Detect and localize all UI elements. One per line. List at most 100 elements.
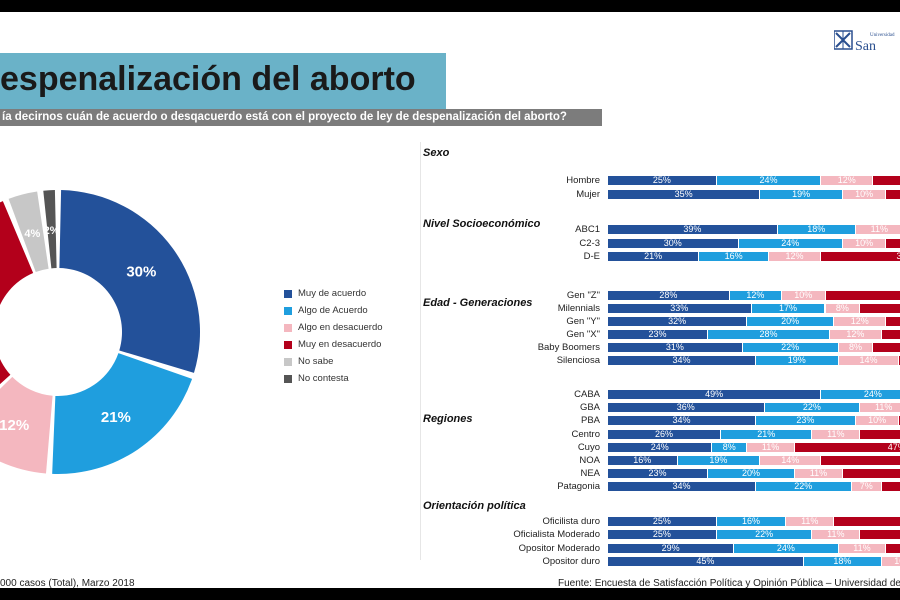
bar-segment: 22% [764, 403, 860, 412]
slide: espenalización del aborto ía decirnos cu… [0, 12, 900, 588]
bar-segment: 28% [608, 291, 729, 300]
row-label: CABA [574, 389, 600, 400]
donut-legend: Muy de acuerdo Algo de Acuerdo Algo en des… [284, 285, 383, 387]
bar-segment: 39% [821, 252, 900, 261]
row-label: Opositor Moderado [518, 543, 600, 554]
legend-label: Muy de acuerdo [298, 288, 367, 299]
bar-segment: 21% [721, 430, 812, 439]
page-title: espenalización del aborto [0, 60, 416, 98]
row-label: Baby Boomers [537, 342, 600, 353]
row-label: Oficialista Moderado [513, 529, 600, 540]
legend-label: Algo en desacuerdo [298, 322, 383, 333]
legend-swatch [284, 289, 292, 298]
bar-segment: 12% [768, 252, 821, 261]
bar-segment: 34% [608, 482, 755, 491]
bar-segment: 25% [608, 530, 716, 539]
bar-segment: 11% [812, 430, 860, 439]
logo-line2: San [855, 39, 876, 54]
bar-segment: 19% [760, 190, 842, 199]
bar-segment: 34% [608, 356, 755, 365]
bar-segment: 39% [860, 430, 900, 439]
bar-segment: 20% [708, 469, 795, 478]
legend-label: Algo de Acuerdo [298, 305, 368, 316]
bar-segment: 12% [834, 317, 886, 326]
row-label: ABC1 [575, 224, 600, 235]
bar-segment: 10% [842, 190, 886, 199]
bar-segment: 11% [795, 469, 842, 478]
section-title: Edad - Generaciones [423, 297, 533, 309]
bar-segment: 11% [838, 544, 886, 553]
donut-slice-label: 4% [24, 228, 40, 240]
bar-segment: 19% [755, 356, 838, 365]
bar-segment: 18% [803, 557, 882, 566]
row-label: Hombre [566, 175, 600, 186]
bar-segment: 10% [842, 239, 886, 248]
bar-segment: 23% [608, 469, 708, 478]
bar-segment: 12% [829, 330, 882, 339]
bar-segment: 36% [608, 403, 764, 412]
bar-segment: 8% [712, 443, 747, 452]
donut-slice [52, 353, 193, 474]
bar-segment: 12% [729, 291, 781, 300]
bar-segment: 22% [755, 482, 851, 491]
logo-emblem-icon [834, 30, 853, 50]
bar-segment: 16% [699, 252, 768, 261]
section-title: Nivel Socioeconómico [423, 218, 541, 230]
legend-item: No contesta [284, 370, 383, 387]
divider-line [420, 142, 421, 560]
bar-segment: 35% [608, 190, 760, 199]
row-label: NOA [579, 455, 600, 466]
donut-chart: 30%21%12%31%4%2% [0, 190, 200, 474]
row-label: Opositor duro [542, 556, 600, 567]
legend-swatch [284, 357, 292, 366]
bar-segment: 19% [677, 456, 760, 465]
bar-segment: 45% [608, 557, 803, 566]
bar-segment: 37% [842, 469, 900, 478]
bar-segment: 24% [738, 239, 842, 248]
bar-segment: 7% [851, 482, 882, 491]
legend-swatch [284, 374, 292, 383]
bar-segment: 10% [782, 291, 825, 300]
section-title: Regiones [423, 413, 473, 425]
stacked-bar-chart: SexoHombre25%24%12%30%Mujer35%19%10%32%N… [0, 12, 900, 588]
bar-segment: 8% [825, 304, 860, 313]
bar-segment: 30% [608, 239, 738, 248]
legend-label: No contesta [298, 373, 349, 384]
row-label: Mujer [576, 189, 600, 200]
legend-label: No sabe [298, 356, 334, 367]
bar-segment: 24% [734, 544, 838, 553]
bar-segment: 29% [608, 544, 734, 553]
row-label: Gen "X" [566, 329, 600, 340]
bar-segment: 38% [860, 304, 900, 313]
row-label: Cuyo [577, 442, 600, 453]
legend-item: Muy de acuerdo [284, 285, 383, 302]
row-label: Centro [571, 429, 600, 440]
section-title: Orientación política [423, 500, 526, 512]
donut-slice [59, 190, 200, 373]
row-label: Silenciosa [556, 355, 600, 366]
bar-segment: 20% [747, 317, 834, 326]
bar-segment: 16% [716, 517, 786, 526]
bar-segment: 32% [886, 190, 900, 199]
row-label: GBA [579, 402, 600, 413]
donut-slice [0, 376, 53, 474]
bar-segment: 39% [608, 225, 777, 234]
bar-segment: 14% [838, 356, 899, 365]
legend-item: Algo de Acuerdo [284, 302, 383, 319]
section-title: Sexo [423, 147, 450, 159]
bar-segment: 25% [608, 176, 716, 185]
bar-segment: 22% [716, 530, 812, 539]
legend-swatch [284, 323, 292, 332]
survey-question: ía decirnos cuán de acuerdo o desqacuerd… [0, 109, 602, 126]
bar-segment: 11% [786, 517, 834, 526]
bar-segment: 23% [755, 416, 855, 425]
bar-segment: 28% [886, 239, 900, 248]
footer-source: Fuente: Encuesta de Satisfacción Polític… [558, 578, 900, 588]
bar-segment: 28% [708, 330, 829, 339]
bar-segment: 26% [873, 343, 900, 352]
bar-segment: 14% [760, 456, 821, 465]
row-label: D-E [583, 251, 600, 262]
bar-segment: 10% [882, 557, 900, 566]
bar-segment: 24% [716, 176, 821, 185]
bar-segment: 25% [608, 517, 716, 526]
